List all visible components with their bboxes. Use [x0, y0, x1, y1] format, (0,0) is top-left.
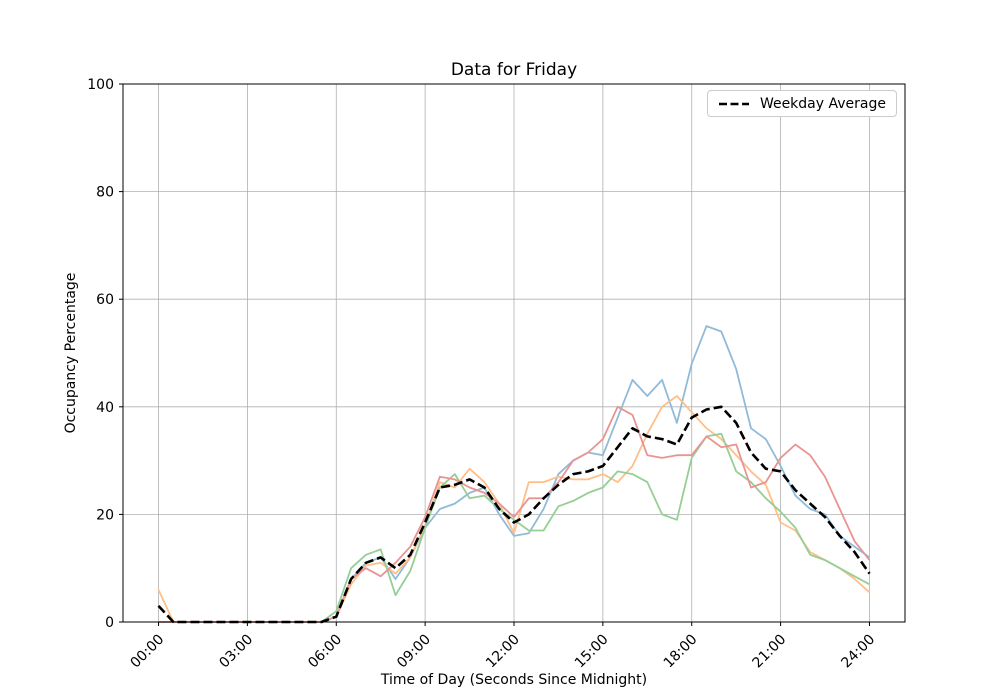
x-tick-label: 03:00 — [216, 632, 256, 672]
y-tick-label: 20 — [96, 507, 114, 523]
legend-label: Weekday Average — [759, 95, 886, 112]
x-tick-label: 12:00 — [483, 632, 523, 672]
y-tick-label: 0 — [105, 615, 114, 631]
x-tick-label: 09:00 — [394, 632, 434, 672]
x-tick-label: 21:00 — [750, 632, 790, 672]
x-tick-label: 24:00 — [838, 632, 878, 672]
x-tick-label: 15:00 — [572, 632, 612, 672]
x-tick-label: 00:00 — [128, 632, 168, 672]
x-tick-label: 18:00 — [661, 632, 701, 672]
x-axis-label: Time of Day (Seconds Since Midnight) — [380, 672, 648, 688]
y-tick-label: 60 — [96, 292, 114, 308]
chart-title: Data for Friday — [450, 60, 578, 80]
x-tick-label: 06:00 — [305, 632, 345, 672]
y-axis-label: Occupancy Percentage — [63, 272, 79, 434]
y-tick-label: 100 — [87, 77, 114, 93]
y-tick-label: 40 — [96, 400, 114, 416]
y-tick-label: 80 — [96, 185, 114, 201]
legend-box: Weekday Average — [706, 90, 897, 117]
legend-dashed-line-sample — [718, 102, 749, 105]
